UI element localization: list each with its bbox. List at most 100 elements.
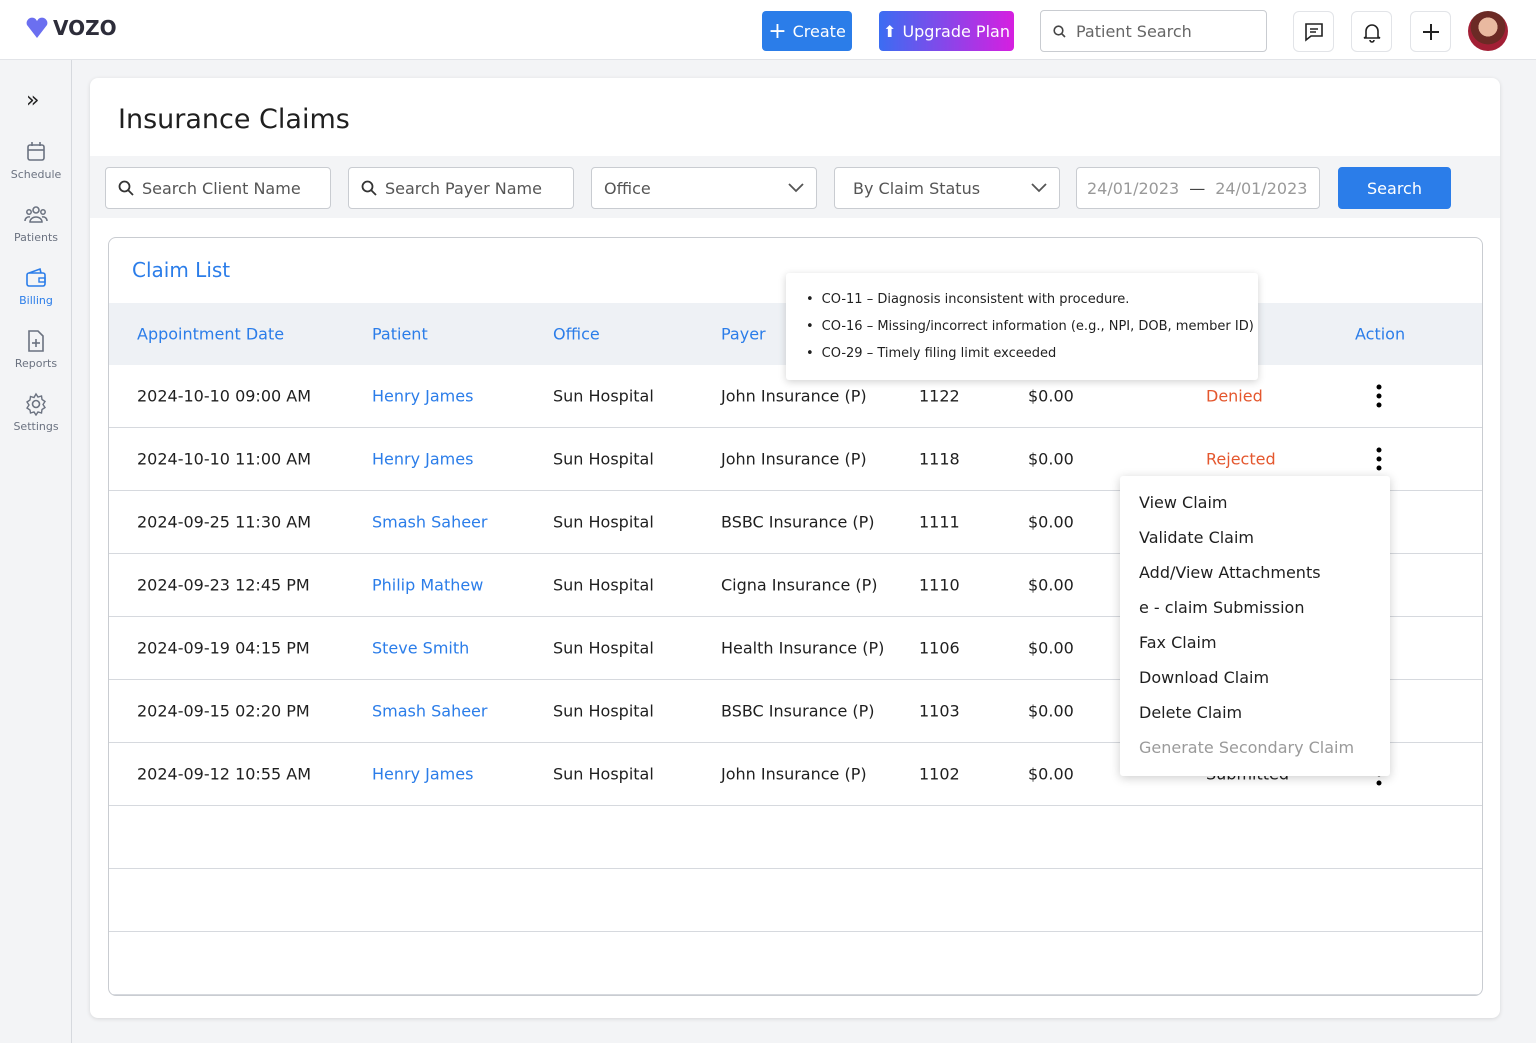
menu-item[interactable]: Validate Claim	[1139, 528, 1255, 547]
patient-link[interactable]: Henry James	[372, 386, 474, 406]
tooltip-text: CO-11 – Diagnosis inconsistent with proc…	[821, 292, 1130, 307]
sidebar-item[interactable]: Billing	[0, 266, 72, 307]
status-select[interactable]: By Claim Status	[834, 167, 1060, 209]
add-icon	[1422, 23, 1439, 40]
sidebar-label: Settings	[13, 420, 59, 433]
action-kebab[interactable]	[1376, 384, 1382, 408]
payer: John Insurance (P)	[721, 764, 867, 784]
menu-item[interactable]: Fax Claim	[1139, 633, 1217, 652]
appointment-date: 2024-10-10 09:00 AM	[137, 386, 312, 406]
action-kebab[interactable]	[1376, 447, 1382, 471]
sidebar-icon	[0, 392, 72, 416]
table-row	[109, 680, 1482, 743]
patient-link[interactable]: Smash Saheer	[372, 701, 488, 721]
sidebar-label: Reports	[14, 357, 58, 370]
expand-icon[interactable]: »	[26, 88, 40, 113]
patient-search-placeholder: Patient Search	[1076, 21, 1192, 41]
amount: $0.00	[1028, 764, 1074, 784]
patient-link[interactable]: Steve Smith	[372, 638, 470, 658]
top-bar: VOZO + Create ⬆ Upgrade Plan Patient Searc…	[0, 0, 1536, 60]
sidebar-item[interactable]: Schedule	[0, 140, 72, 181]
status: Denied	[1206, 386, 1263, 406]
messages-icon	[1304, 22, 1323, 42]
office: Sun Hospital	[553, 764, 654, 784]
sidebar-item[interactable]: Patients	[0, 203, 72, 244]
sidebar-label: Billing	[19, 294, 53, 307]
column-header[interactable]: Payer	[721, 324, 766, 344]
status-select-label: By Claim Status	[853, 178, 981, 198]
logo-icon	[26, 17, 48, 38]
column-header[interactable]: Office	[553, 324, 600, 344]
search-button[interactable]: Search	[1338, 167, 1451, 209]
amount: $0.00	[1028, 701, 1074, 721]
amount: $0.00	[1028, 575, 1074, 595]
claim-id: 1103	[919, 701, 960, 721]
payer: BSBC Insurance (P)	[721, 701, 875, 721]
filter-bar: Search Client Name Search Payer Name Off…	[90, 156, 1500, 218]
empty-row	[109, 932, 1482, 995]
payer: John Insurance (P)	[721, 386, 867, 406]
logo[interactable]: VOZO	[25, 16, 117, 40]
add-button[interactable]	[1410, 11, 1451, 52]
column-header[interactable]: Action	[1355, 324, 1406, 344]
messages-button[interactable]	[1293, 11, 1334, 52]
office: Sun Hospital	[553, 449, 654, 469]
search-icon	[118, 180, 134, 196]
date-to: 24/01/2023	[1215, 178, 1308, 198]
upgrade-button[interactable]: ⬆ Upgrade Plan	[879, 11, 1014, 51]
tooltip-item: • CO-11 – Diagnosis inconsistent with pro…	[806, 285, 1258, 312]
office: Sun Hospital	[553, 701, 654, 721]
table-row	[109, 617, 1482, 680]
date-range[interactable]: 24/01/2023 — 24/01/2023	[1076, 167, 1320, 209]
table-row	[109, 428, 1482, 491]
logo-text: VOZO	[53, 16, 117, 40]
plus-icon: +	[768, 18, 787, 44]
sidebar-item[interactable]: Reports	[0, 329, 72, 370]
menu-item[interactable]: View Claim	[1139, 493, 1228, 512]
appointment-date: 2024-09-19 04:15 PM	[137, 638, 310, 658]
payer: BSBC Insurance (P)	[721, 512, 875, 532]
create-button[interactable]: + Create	[762, 11, 852, 51]
bullet: •	[806, 346, 814, 361]
menu-item[interactable]: Delete Claim	[1139, 703, 1243, 722]
claim-id: 1118	[919, 449, 960, 469]
sidebar-label: Patients	[13, 231, 59, 244]
office-select[interactable]: Office	[591, 167, 817, 209]
menu-item[interactable]: e - claim Submission	[1139, 598, 1305, 617]
office: Sun Hospital	[553, 386, 654, 406]
table-row	[109, 365, 1482, 428]
patient-link[interactable]: Henry James	[372, 764, 474, 784]
claim-list-title: Claim List	[132, 258, 231, 282]
office: Sun Hospital	[553, 512, 654, 532]
patient-link[interactable]: Smash Saheer	[372, 512, 488, 532]
avatar[interactable]	[1468, 11, 1508, 51]
patient-link[interactable]: Philip Mathew	[372, 575, 484, 595]
search-icon	[361, 180, 377, 196]
menu-item[interactable]: Generate Secondary Claim	[1139, 738, 1355, 757]
denial-tooltip: • CO-11 – Diagnosis inconsistent with pro…	[786, 273, 1258, 380]
client-search[interactable]: Search Client Name	[105, 167, 331, 209]
sidebar-item[interactable]: Settings	[0, 392, 72, 433]
sidebar: » Schedule Patients Billing Reports Settings	[0, 60, 72, 1043]
create-label: Create	[792, 21, 846, 41]
patient-link[interactable]: Henry James	[372, 449, 474, 469]
table-row	[109, 491, 1482, 554]
column-header[interactable]: Appointment Date	[137, 324, 285, 344]
column-header[interactable]: Patient	[372, 324, 428, 344]
table-row	[109, 554, 1482, 617]
claim-id: 1111	[919, 512, 960, 532]
notifications-button[interactable]	[1351, 11, 1392, 52]
appointment-date: 2024-10-10 11:00 AM	[137, 449, 312, 469]
office: Sun Hospital	[553, 575, 654, 595]
menu-item[interactable]: Add/View Attachments	[1139, 563, 1321, 582]
amount: $0.00	[1028, 638, 1074, 658]
sidebar-icon	[0, 203, 72, 227]
patient-search[interactable]: Patient Search	[1040, 10, 1267, 52]
appointment-date: 2024-09-23 12:45 PM	[137, 575, 310, 595]
claim-id: 1102	[919, 764, 960, 784]
claim-id: 1110	[919, 575, 960, 595]
sidebar-icon-svg	[24, 206, 48, 223]
payer: John Insurance (P)	[721, 449, 867, 469]
menu-item[interactable]: Download Claim	[1139, 668, 1270, 687]
payer-search[interactable]: Search Payer Name	[348, 167, 574, 209]
